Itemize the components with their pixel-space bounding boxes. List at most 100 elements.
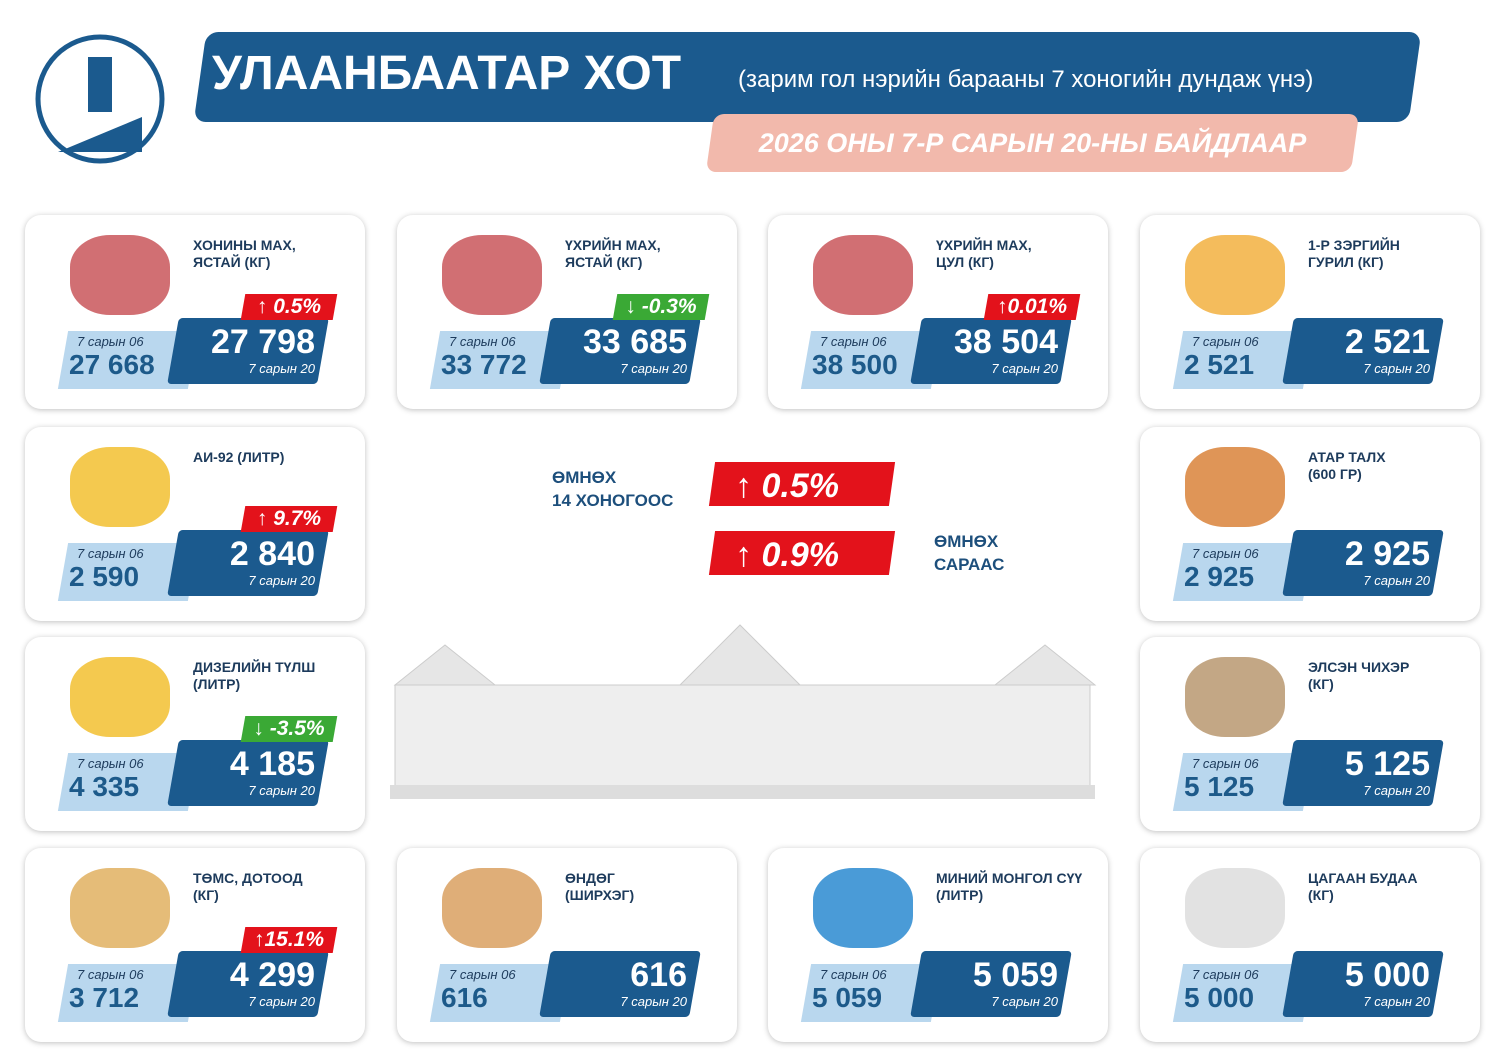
building — [390, 624, 1097, 799]
prev-price: 5 000 — [1184, 982, 1255, 1013]
product-icon — [442, 235, 542, 315]
prev-price: 4 335 — [69, 771, 140, 802]
price-card: ТӨМС, ДОТООД (КГ) 7 сарын 06 3 712 4 299 7 с… — [25, 848, 365, 1042]
prev-price: 38 500 — [812, 349, 898, 380]
cur-date: 7 сарын 20 — [248, 573, 315, 588]
summary-change: ↑ 0.9% — [735, 536, 839, 574]
product-name: АТАР ТАЛХ (600 ГР) — [1308, 449, 1386, 482]
cur-date: 7 сарын 20 — [1363, 573, 1430, 588]
cur-price: 4 185 — [229, 745, 315, 783]
price-card: ЦАГААН БУДАА (КГ) 7 сарын 06 5 000 5 000 7 с… — [1140, 848, 1480, 1042]
prev-price: 2 925 — [1184, 561, 1255, 592]
product-icon — [70, 447, 170, 527]
change-value: ↑15.1% — [253, 928, 325, 951]
cur-date: 7 сарын 20 — [248, 783, 315, 798]
product-icon — [813, 868, 913, 948]
price-card: ҮХРИЙН МАХ, ЦУЛ (КГ) 7 сарын 06 38 500 38 5… — [768, 215, 1108, 409]
product-name: ҮХРИЙН МАХ, ЯСТАЙ (КГ) — [565, 237, 661, 270]
cur-price: 38 504 — [954, 323, 1058, 361]
change-value: ↑0.01% — [996, 295, 1068, 318]
prev-price: 5 059 — [812, 982, 883, 1013]
cur-price: 4 299 — [229, 956, 315, 994]
cur-date: 7 сарын 20 — [1363, 994, 1430, 1009]
product-icon — [70, 868, 170, 948]
summary-label: ӨМНӨХ САРААС — [934, 532, 1005, 574]
cur-price: 5 059 — [972, 956, 1058, 994]
prev-date: 7 сарын 06 — [1192, 546, 1259, 561]
price-card: ӨНДӨГ (ШИРХЭГ) 7 сарын 06 616 616 7 сарын 20 — [397, 848, 737, 1042]
cur-date: 7 сарын 20 — [991, 361, 1058, 376]
product-name: ХОНИНЫ МАХ, ЯСТАЙ (КГ) — [193, 237, 296, 270]
logo — [35, 34, 165, 164]
prev-price: 33 772 — [441, 349, 527, 380]
cur-price: 2 521 — [1344, 323, 1430, 361]
product-name: АИ-92 (ЛИТР) — [193, 449, 285, 465]
product-icon — [70, 657, 170, 737]
product-icon — [1185, 868, 1285, 948]
summary-label: ӨМНӨХ 14 ХОНОГООС — [552, 468, 674, 510]
product-icon — [813, 235, 913, 315]
cur-date: 7 сарын 20 — [248, 361, 315, 376]
prev-price: 2 521 — [1184, 349, 1255, 380]
price-card: ХОНИНЫ МАХ, ЯСТАЙ (КГ) 7 сарын 06 27 668 27… — [25, 215, 365, 409]
title: УЛААНБААТАР ХОТ — [212, 47, 682, 100]
cur-price: 5 125 — [1344, 745, 1430, 783]
prev-date: 7 сарын 06 — [449, 334, 516, 349]
product-name: ДИЗЕЛИЙН ТҮЛШ (ЛИТР) — [193, 659, 316, 692]
product-name: МИНИЙ МОНГОЛ СҮҮ (ЛИТР) — [936, 870, 1083, 903]
cur-date: 7 сарын 20 — [1363, 361, 1430, 376]
price-card: 1-Р ЗЭРГИЙН ГУРИЛ (КГ) 7 сарын 06 2 521 2 5… — [1140, 215, 1480, 409]
product-icon — [442, 868, 542, 948]
price-card: АТАР ТАЛХ (600 ГР) 7 сарын 06 2 925 2 925 7 … — [1140, 427, 1480, 621]
prev-price: 3 712 — [69, 982, 140, 1013]
prev-date: 7 сарын 06 — [820, 967, 887, 982]
change-value: ↑ 0.5% — [256, 295, 322, 318]
subtitle: (зарим гол нэрийн барааны 7 хоногийн дун… — [738, 66, 1314, 93]
cur-date: 7 сарын 20 — [620, 994, 687, 1009]
price-card: АИ-92 (ЛИТР) 7 сарын 06 2 590 2 840 7 сарын … — [25, 427, 365, 621]
product-icon — [1185, 447, 1285, 527]
prev-price: 5 125 — [1184, 771, 1255, 802]
prev-date: 7 сарын 06 — [1192, 756, 1259, 771]
cur-price: 616 — [630, 956, 687, 994]
cur-date: 7 сарын 20 — [991, 994, 1058, 1009]
cur-price: 33 685 — [583, 323, 687, 361]
product-icon — [1185, 657, 1285, 737]
product-name: ТӨМС, ДОТООД (КГ) — [193, 870, 303, 903]
cur-price: 2 840 — [229, 535, 315, 573]
product-name: ҮХРИЙН МАХ, ЦУЛ (КГ) — [936, 237, 1032, 270]
prev-price: 2 590 — [69, 561, 140, 592]
prev-price: 27 668 — [69, 349, 155, 380]
cur-price: 27 798 — [211, 323, 315, 361]
cur-date: 7 сарын 20 — [620, 361, 687, 376]
cur-date: 7 сарын 20 — [248, 994, 315, 1009]
product-name: ЦАГААН БУДАА (КГ) — [1308, 870, 1418, 903]
price-card: ЭЛСЭН ЧИХЭР (КГ) 7 сарын 06 5 125 5 125 7 са… — [1140, 637, 1480, 831]
prev-date: 7 сарын 06 — [449, 967, 516, 982]
product-name: ӨНДӨГ (ШИРХЭГ) — [565, 870, 635, 903]
product-name: 1-Р ЗЭРГИЙН ГУРИЛ (КГ) — [1308, 237, 1400, 270]
prev-date: 7 сарын 06 — [77, 546, 144, 561]
prev-date: 7 сарын 06 — [1192, 334, 1259, 349]
change-value: ↑ 9.7% — [256, 507, 322, 530]
prev-date: 7 сарын 06 — [77, 334, 144, 349]
cur-date: 7 сарын 20 — [1363, 783, 1430, 798]
product-name: ЭЛСЭН ЧИХЭР (КГ) — [1308, 659, 1410, 692]
prev-date: 7 сарын 06 — [1192, 967, 1259, 982]
prev-date: 7 сарын 06 — [77, 756, 144, 771]
cur-price: 2 925 — [1344, 535, 1430, 573]
prev-date: 7 сарын 06 — [820, 334, 887, 349]
change-value: ↓ -3.5% — [253, 717, 325, 740]
date: 2026 ОНЫ 7-Р САРЫН 20-НЫ БАЙДЛААР — [758, 128, 1307, 158]
price-card: ҮХРИЙН МАХ, ЯСТАЙ (КГ) 7 сарын 06 33 772 33… — [397, 215, 737, 409]
product-icon — [70, 235, 170, 315]
change-value: ↓ -0.3% — [625, 295, 697, 318]
summary-change: ↑ 0.5% — [735, 467, 839, 505]
product-icon — [1185, 235, 1285, 315]
prev-price: 616 — [441, 982, 488, 1013]
price-card: МИНИЙ МОНГОЛ СҮҮ (ЛИТР) 7 сарын 06 5 059 5 … — [768, 848, 1108, 1042]
cur-price: 5 000 — [1344, 956, 1430, 994]
price-card: ДИЗЕЛИЙН ТҮЛШ (ЛИТР) 7 сарын 06 4 335 4 185… — [25, 637, 365, 831]
prev-date: 7 сарын 06 — [77, 967, 144, 982]
